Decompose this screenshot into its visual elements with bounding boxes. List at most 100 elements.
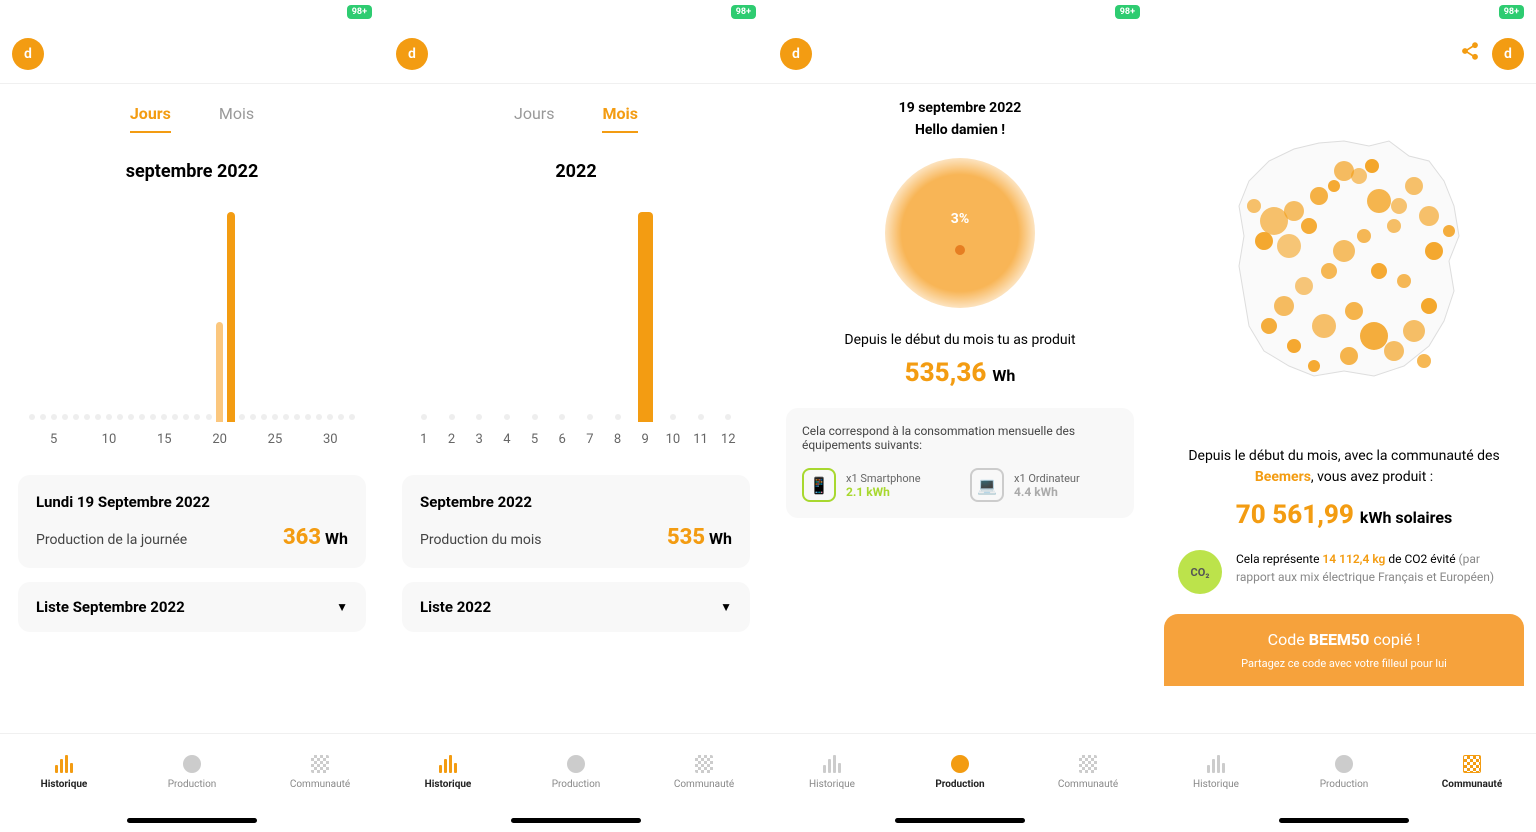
equip-icon: 📱: [802, 468, 836, 502]
nav-historique[interactable]: Historique: [384, 734, 512, 808]
header: d: [0, 24, 384, 84]
card-value: 363: [283, 525, 321, 550]
share-icon[interactable]: [1460, 41, 1480, 66]
comm-unit: kWh solaires: [1360, 508, 1452, 527]
nav-historique[interactable]: Historique: [0, 734, 128, 808]
monthly-chart: [402, 212, 750, 422]
tab-mois[interactable]: Mois: [219, 104, 254, 133]
prod-text: Depuis le début du mois tu as produit: [786, 332, 1134, 348]
home-indicator: [384, 808, 768, 832]
screen-historique-mois: 98+ d Jours Mois 2022 123456789101112 Se…: [384, 0, 768, 832]
card-unit: Wh: [709, 529, 732, 548]
code-subtitle: Partagez ce code avec votre filleul pour…: [1180, 657, 1508, 670]
nav-historique[interactable]: Historique: [1152, 734, 1280, 808]
battery-badge: 98+: [731, 5, 756, 19]
bars-icon: [439, 755, 457, 773]
production-card: Septembre 2022 Production du mois 535Wh: [402, 475, 750, 568]
header: d: [1152, 24, 1536, 84]
header: d: [768, 24, 1152, 84]
nav-communaute[interactable]: Communauté: [640, 734, 768, 808]
card-unit: Wh: [325, 529, 348, 548]
prod-value: 535,36: [905, 358, 987, 388]
list-title: Liste Septembre 2022: [36, 598, 185, 616]
equip-name: x1 Smartphone: [846, 472, 921, 485]
nav-communaute[interactable]: Communauté: [256, 734, 384, 808]
comm-value: 70 561,99: [1236, 500, 1354, 530]
nav-production[interactable]: Production: [512, 734, 640, 808]
sun-icon: [183, 755, 201, 773]
sun-gauge: 3%: [885, 158, 1035, 308]
card-title: Septembre 2022: [420, 493, 732, 511]
period-tabs: Jours Mois: [18, 104, 366, 133]
chevron-down-icon: ▼: [336, 600, 348, 614]
grid-icon: [1079, 755, 1097, 773]
equip-icon: 💻: [970, 468, 1004, 502]
screen-production: 98+ d 19 septembre 2022 Hello damien ! 3…: [768, 0, 1152, 832]
equip-value: 4.4 kWh: [1014, 485, 1080, 499]
grid-icon: [1463, 755, 1481, 773]
list-expand[interactable]: Liste Septembre 2022 ▼: [18, 582, 366, 632]
sun-icon: [951, 755, 969, 773]
nav-production[interactable]: Production: [1280, 734, 1408, 808]
sun-icon: [567, 755, 585, 773]
home-indicator: [768, 808, 1152, 832]
card-label: Production de la journée: [36, 532, 187, 548]
prod-hello: Hello damien !: [786, 122, 1134, 138]
bottom-nav: Historique Production Communauté: [768, 733, 1152, 808]
avatar[interactable]: d: [1492, 38, 1524, 70]
nav-communaute[interactable]: Communauté: [1408, 734, 1536, 808]
battery-badge: 98+: [1499, 5, 1524, 19]
prod-date: 19 septembre 2022: [786, 100, 1134, 116]
avatar[interactable]: d: [780, 38, 812, 70]
battery-badge: 98+: [1115, 5, 1140, 19]
nav-production[interactable]: Production: [896, 734, 1024, 808]
avatar[interactable]: d: [396, 38, 428, 70]
sun-dot-icon: [955, 245, 965, 255]
production-card: Lundi 19 Septembre 2022 Production de la…: [18, 475, 366, 568]
battery-badge: 98+: [347, 5, 372, 19]
period-tabs: Jours Mois: [402, 104, 750, 133]
avatar[interactable]: d: [12, 38, 44, 70]
chart-axis: 51015202530: [18, 432, 366, 447]
co2-icon: CO₂: [1178, 550, 1222, 594]
bottom-nav: Historique Production Communauté: [0, 733, 384, 808]
bars-icon: [55, 755, 73, 773]
card-label: Production du mois: [420, 532, 542, 548]
prod-unit: Wh: [992, 366, 1015, 385]
equip-text: Cela correspond à la consommation mensue…: [802, 424, 1118, 452]
tab-mois[interactable]: Mois: [602, 104, 638, 133]
grid-icon: [695, 755, 713, 773]
status-bar: 98+: [384, 0, 768, 24]
equipment-card: Cela correspond à la consommation mensue…: [786, 408, 1134, 518]
equip-name: x1 Ordinateur: [1014, 472, 1080, 485]
period-title: 2022: [402, 161, 750, 182]
grid-icon: [311, 755, 329, 773]
nav-communaute[interactable]: Communauté: [1024, 734, 1152, 808]
tab-jours[interactable]: Jours: [514, 104, 554, 133]
nav-production[interactable]: Production: [128, 734, 256, 808]
daily-chart: [18, 212, 366, 422]
nav-historique[interactable]: Historique: [768, 734, 896, 808]
period-title: septembre 2022: [18, 161, 366, 182]
code-title: Code BEEM50 copié !: [1180, 630, 1508, 649]
bars-icon: [823, 755, 841, 773]
status-bar: 98+: [768, 0, 1152, 24]
bars-icon: [1207, 755, 1225, 773]
bottom-nav: Historique Production Communauté: [384, 733, 768, 808]
chart-axis: 123456789101112: [402, 432, 750, 447]
card-title: Lundi 19 Septembre 2022: [36, 493, 348, 511]
header: d: [384, 24, 768, 84]
sun-icon: [1335, 755, 1353, 773]
screen-historique-jours: 98+ d Jours Mois septembre 2022 51015202…: [0, 0, 384, 832]
referral-code-box[interactable]: Code BEEM50 copié ! Partagez ce code ave…: [1164, 614, 1524, 686]
screen-communaute: 98+ d Depuis le début du mois, avec la c…: [1152, 0, 1536, 832]
status-bar: 98+: [1152, 0, 1536, 24]
home-indicator: [0, 808, 384, 832]
list-expand[interactable]: Liste 2022 ▼: [402, 582, 750, 632]
status-bar: 98+: [0, 0, 384, 24]
bottom-nav: Historique Production Communauté: [1152, 733, 1536, 808]
sun-percent: 3%: [951, 211, 969, 227]
tab-jours[interactable]: Jours: [130, 104, 171, 133]
equip-value: 2.1 kWh: [846, 485, 921, 499]
card-value: 535: [667, 525, 705, 550]
